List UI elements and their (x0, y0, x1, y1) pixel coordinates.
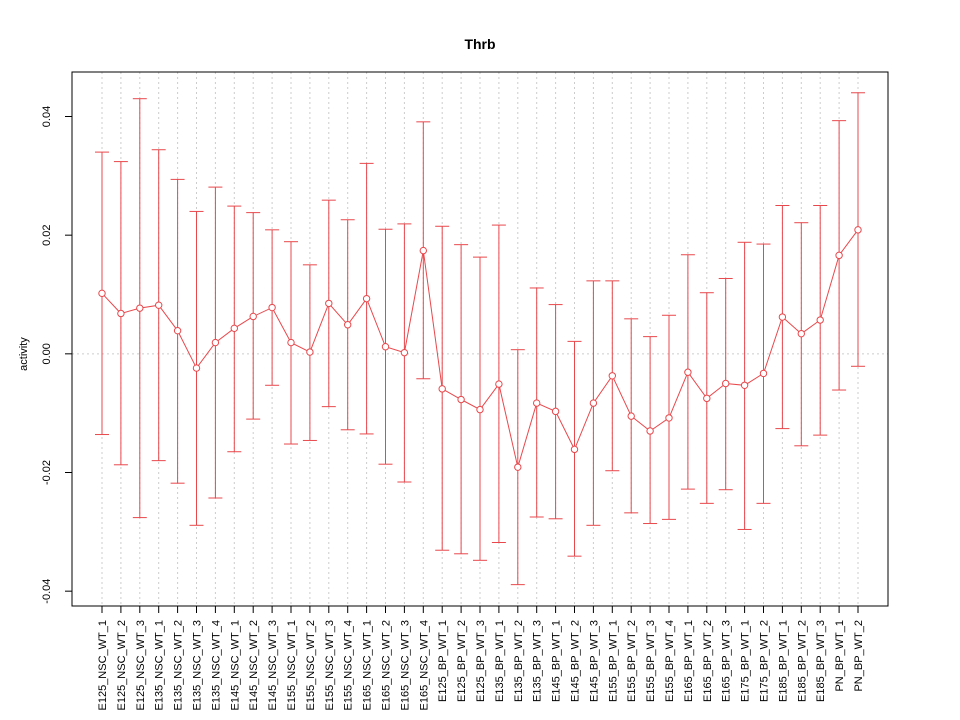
y-tick-label: -0.04 (41, 579, 53, 604)
data-point (457, 395, 465, 404)
data-point (816, 316, 824, 324)
data-point (419, 246, 427, 255)
data-point (362, 294, 371, 303)
x-tick-label: PN_BP_WT_2 (853, 620, 865, 692)
data-point (703, 394, 711, 403)
data-point (665, 414, 673, 422)
x-tick-label: E135_BP_WT_3 (532, 620, 544, 702)
x-tick-label: E135_BP_WT_2 (513, 620, 525, 702)
x-tick-label: E155_BP_WT_4 (664, 620, 676, 702)
data-points (98, 226, 862, 471)
data-point (98, 289, 106, 298)
data-point (230, 324, 239, 333)
plot-frame (71, 71, 889, 607)
data-point (400, 348, 409, 357)
x-tick-label: E125_NSC_WT_3 (135, 620, 147, 711)
data-point (117, 309, 125, 318)
x-tick-label: E125_BP_WT_2 (456, 620, 468, 702)
data-point (646, 427, 654, 435)
x-tick-label: E145_BP_WT_3 (588, 620, 600, 702)
data-point (173, 326, 182, 335)
y-axis: -0.04 -0.02 0.00 0.02 0.04 (41, 106, 72, 604)
data-point (627, 412, 635, 420)
data-point (136, 304, 144, 312)
y-tick-label: -0.02 (41, 460, 53, 485)
x-tick-label: E125_NSC_WT_2 (116, 620, 128, 711)
x-tick-label: E155_BP_WT_3 (645, 620, 657, 702)
x-tick-label: E135_NSC_WT_1 (154, 620, 166, 711)
x-tick-label: E175_BP_WT_1 (740, 620, 752, 702)
data-point (268, 303, 276, 312)
data-point (325, 299, 333, 308)
data-point (211, 338, 220, 347)
data-point (192, 364, 201, 372)
error-bars (95, 92, 865, 586)
x-tick-label: E155_NSC_WT_4 (343, 620, 355, 711)
x-tick-label: E145_NSC_WT_2 (248, 620, 260, 711)
x-tick-label: E155_BP_WT_1 (607, 620, 619, 702)
x-tick-label: E145_BP_WT_2 (570, 620, 582, 702)
data-point (249, 312, 257, 321)
x-tick-label: E155_NSC_WT_1 (286, 620, 298, 711)
x-tick-label: E135_NSC_WT_3 (192, 620, 204, 711)
data-point (778, 313, 787, 321)
data-point (155, 301, 163, 309)
data-point (740, 381, 749, 389)
x-tick-label: E155_NSC_WT_3 (324, 620, 336, 711)
data-point (287, 338, 295, 347)
x-tick-label: E135_BP_WT_1 (494, 620, 506, 702)
x-tick-label: E155_BP_WT_2 (626, 620, 638, 702)
x-tick-label: E185_BP_WT_1 (777, 620, 789, 702)
chart-title: Thrb (464, 36, 495, 52)
y-tick-label: 0.02 (41, 224, 53, 245)
data-point (306, 348, 314, 356)
x-tick-label: E155_NSC_WT_2 (305, 620, 317, 711)
x-tick-label: E165_NSC_WT_1 (362, 620, 374, 711)
data-point (684, 368, 692, 376)
data-point (589, 399, 598, 407)
data-point (514, 463, 522, 471)
x-tick-label: E145_NSC_WT_3 (267, 620, 279, 711)
x-tick-label: E125_NSC_WT_1 (97, 620, 109, 711)
data-point (438, 385, 446, 393)
x-tick-label: E175_BP_WT_2 (759, 620, 771, 702)
x-tick-label: E145_BP_WT_1 (551, 620, 563, 702)
data-point (854, 226, 862, 234)
x-tick-label: E135_NSC_WT_2 (173, 620, 185, 711)
x-axis: E125_NSC_WT_1 E125_NSC_WT_2 E125_NSC_WT_3 E… (97, 606, 865, 711)
data-point (381, 343, 390, 351)
x-tick-label: E185_BP_WT_2 (796, 620, 808, 702)
y-axis-label: activity (18, 337, 30, 371)
x-tick-label: E125_BP_WT_1 (437, 620, 449, 702)
data-point (835, 251, 843, 260)
x-tick-label: E165_BP_WT_2 (702, 620, 714, 702)
x-tick-label: E165_NSC_WT_2 (381, 620, 393, 711)
y-tick-label: 0.00 (41, 343, 53, 364)
x-tick-label: E135_NSC_WT_4 (210, 620, 222, 711)
data-point (570, 445, 579, 454)
x-tick-label: E165_NSC_WT_3 (399, 620, 411, 711)
x-tick-label: PN_BP_WT_1 (834, 620, 846, 692)
y-tick-label: 0.04 (41, 106, 53, 127)
x-tick-label: E165_BP_WT_3 (721, 620, 733, 702)
data-point (759, 369, 768, 378)
data-point (495, 380, 503, 388)
data-point (476, 405, 484, 414)
data-point (533, 399, 541, 407)
x-tick-label: E165_NSC_WT_4 (418, 620, 430, 711)
data-point (797, 329, 805, 338)
x-tick-label: E165_BP_WT_1 (683, 620, 695, 702)
data-point (722, 379, 730, 388)
data-point (608, 372, 616, 380)
data-point (551, 407, 560, 416)
x-tick-label: E125_BP_WT_3 (475, 620, 487, 702)
x-tick-label: E185_BP_WT_3 (815, 620, 827, 702)
x-tick-label: E145_NSC_WT_1 (229, 620, 241, 711)
data-point (344, 321, 352, 329)
